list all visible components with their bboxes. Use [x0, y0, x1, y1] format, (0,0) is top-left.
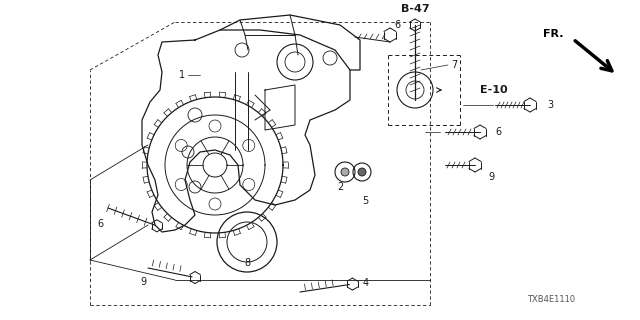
Circle shape: [341, 168, 349, 176]
Text: 9: 9: [488, 172, 494, 182]
Circle shape: [358, 168, 366, 176]
Text: 9: 9: [140, 277, 146, 287]
Text: 1: 1: [179, 70, 185, 80]
Text: 3: 3: [547, 100, 553, 110]
Text: 6: 6: [394, 20, 400, 30]
Text: 6: 6: [495, 127, 501, 137]
Text: 4: 4: [362, 278, 369, 288]
Text: 2: 2: [337, 182, 343, 192]
Text: TXB4E1110: TXB4E1110: [527, 295, 575, 305]
Text: B-47: B-47: [401, 4, 429, 14]
Text: 5: 5: [362, 196, 368, 206]
Text: 6: 6: [97, 219, 103, 229]
Text: FR.: FR.: [543, 29, 563, 39]
Text: 7: 7: [451, 60, 457, 70]
Text: E-10: E-10: [480, 85, 508, 95]
Text: 8: 8: [244, 258, 250, 268]
